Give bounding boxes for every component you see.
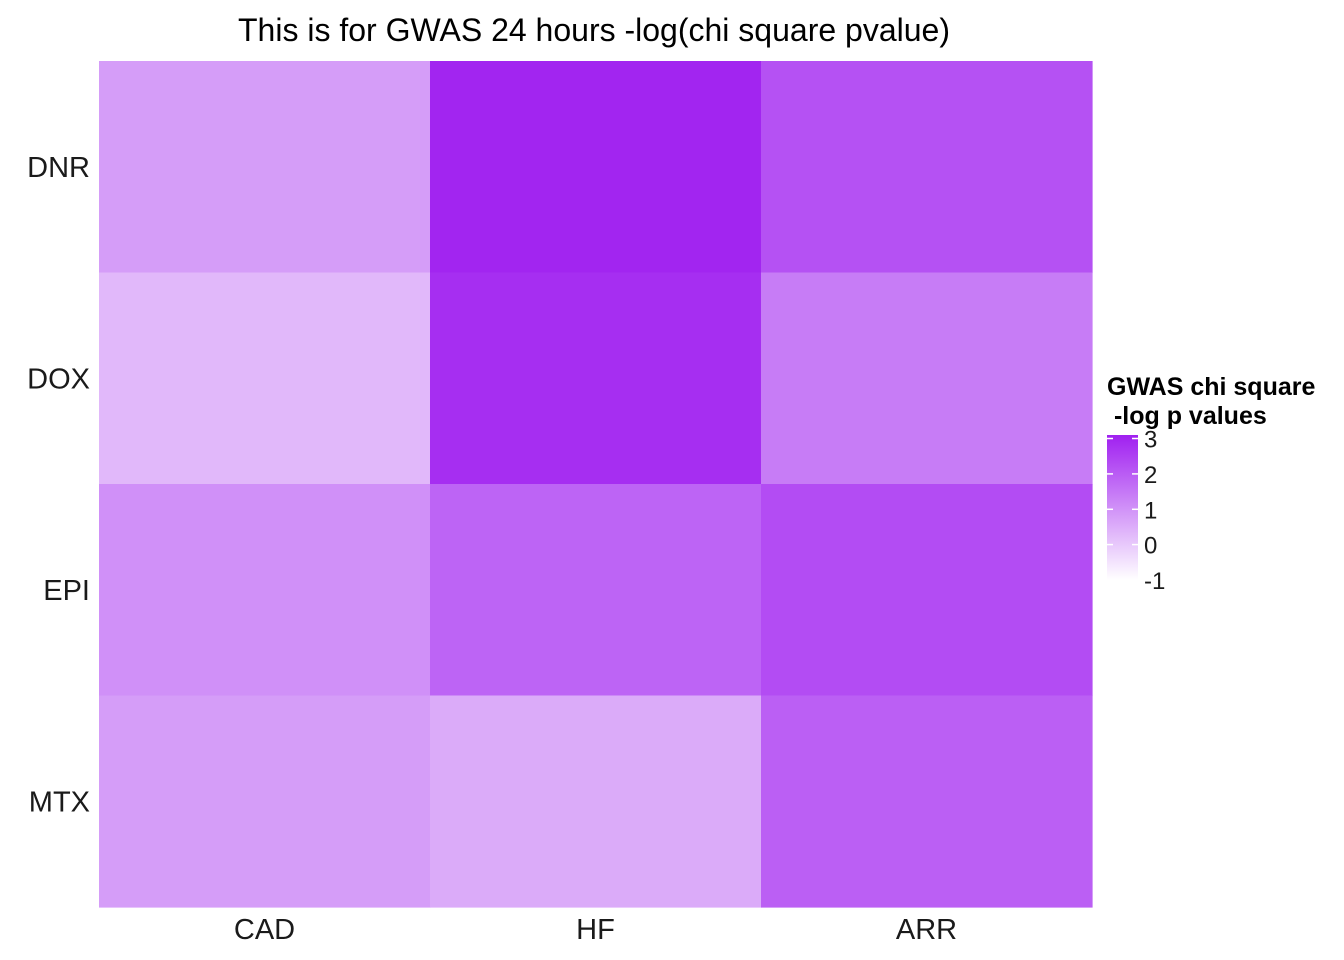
- heatmap-cell-dox-hf: [430, 272, 762, 485]
- heatmap-cell-epi-arr: [761, 484, 1093, 697]
- y-tick-label-mtx: MTX: [29, 786, 90, 818]
- legend-title-line-1: GWAS chi square: [1107, 373, 1315, 401]
- x-tick-label-hf: HF: [576, 914, 615, 946]
- heatmap-cells: [99, 61, 1093, 908]
- legend-color-bar: [1107, 435, 1138, 580]
- heatmap-cell-epi-cad: [99, 484, 431, 697]
- heatmap-cell-dnr-arr: [761, 61, 1093, 274]
- y-tick-label-dox: DOX: [27, 363, 90, 395]
- legend-tick-label: 0: [1144, 533, 1157, 560]
- legend-tick-label: -1: [1144, 568, 1165, 595]
- heatmap-cell-dox-arr: [761, 272, 1093, 485]
- heatmap-cell-dnr-cad: [99, 61, 431, 274]
- y-tick-label-dnr: DNR: [27, 152, 90, 184]
- legend-tick-label: 3: [1144, 427, 1157, 454]
- y-tick-label-epi: EPI: [43, 575, 90, 607]
- heatmap-cell-mtx-cad: [99, 695, 431, 908]
- chart-title: This is for GWAS 24 hours -log(chi squar…: [238, 12, 950, 48]
- x-tick-label-cad: CAD: [234, 914, 295, 946]
- legend-ticks: 3 2 1 0 -1: [1107, 427, 1165, 595]
- x-tick-label-arr: ARR: [896, 914, 957, 946]
- legend-tick-label: 1: [1144, 497, 1157, 524]
- legend-tick-label: 2: [1144, 462, 1157, 489]
- y-axis-tick-labels: DNR DOX EPI MTX: [27, 152, 90, 818]
- legend-title-line-2: -log p values: [1107, 402, 1267, 430]
- x-axis-tick-labels: CAD HF ARR: [234, 914, 957, 946]
- heatmap-cell-dox-cad: [99, 272, 431, 485]
- heatmap-cell-mtx-hf: [430, 695, 762, 908]
- color-legend: GWAS chi square -log p values 3 2 1 0 -1: [1107, 373, 1315, 595]
- heatmap-cell-mtx-arr: [761, 695, 1093, 908]
- heatmap-cell-epi-hf: [430, 484, 762, 697]
- heatmap-cell-dnr-hf: [430, 61, 762, 274]
